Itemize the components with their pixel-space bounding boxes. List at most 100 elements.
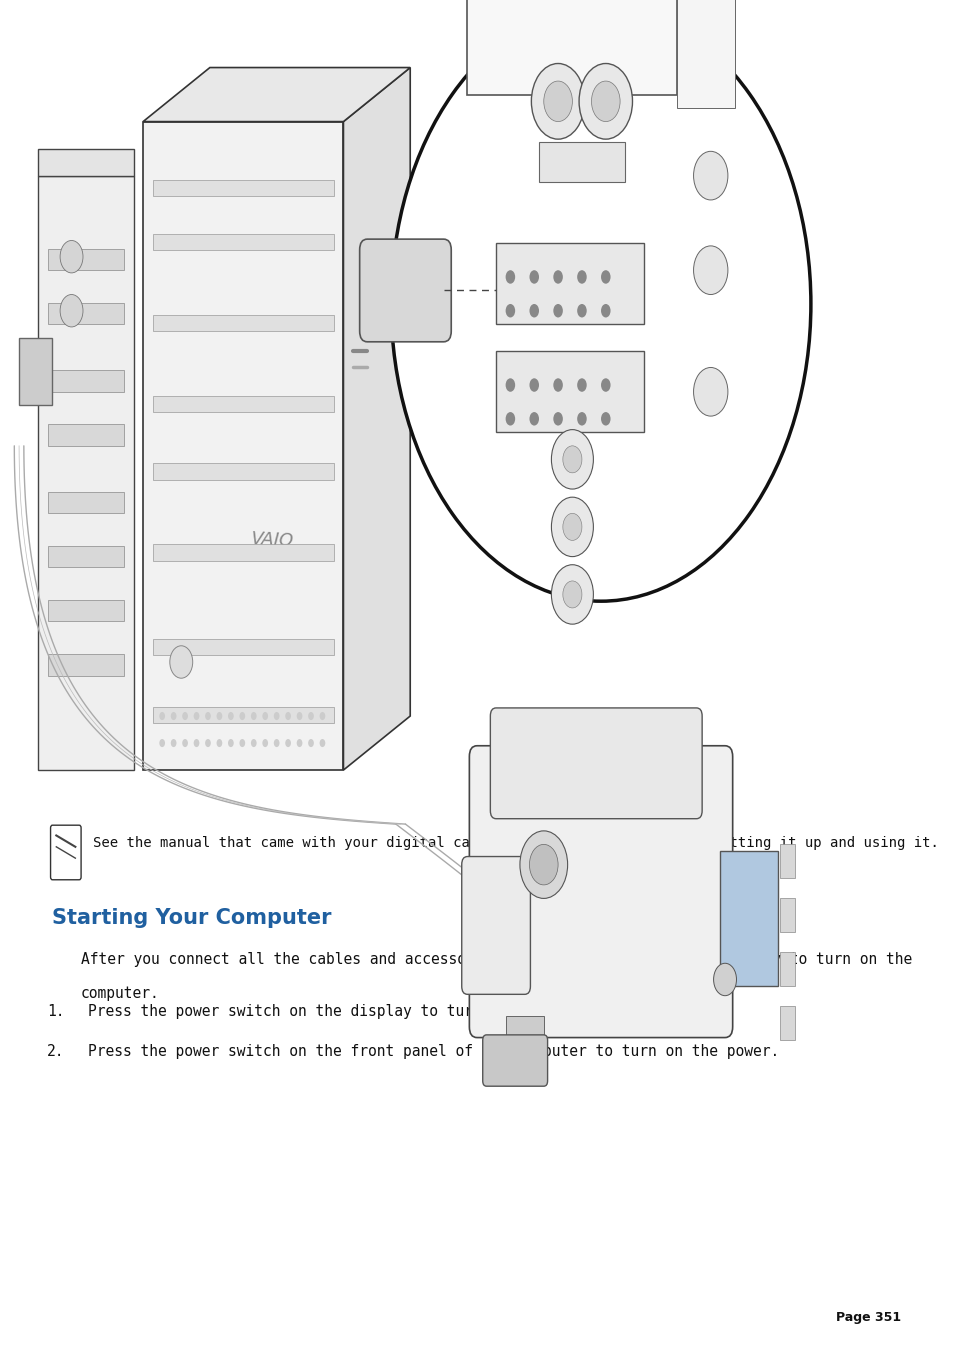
Bar: [152, 639, 334, 655]
Circle shape: [531, 63, 584, 139]
Circle shape: [505, 412, 515, 426]
Circle shape: [600, 270, 610, 284]
Polygon shape: [38, 176, 133, 770]
FancyBboxPatch shape: [461, 857, 530, 994]
Circle shape: [170, 646, 193, 678]
Circle shape: [285, 712, 291, 720]
Circle shape: [553, 412, 562, 426]
Circle shape: [600, 378, 610, 392]
Circle shape: [600, 304, 610, 317]
Circle shape: [693, 367, 727, 416]
Bar: [48, 492, 124, 513]
Bar: [48, 654, 124, 676]
Circle shape: [228, 712, 233, 720]
FancyBboxPatch shape: [496, 351, 643, 432]
Circle shape: [296, 712, 302, 720]
Circle shape: [193, 739, 199, 747]
Circle shape: [693, 151, 727, 200]
Circle shape: [274, 739, 279, 747]
Polygon shape: [143, 68, 410, 122]
Circle shape: [577, 412, 586, 426]
Bar: [48, 600, 124, 621]
Circle shape: [308, 739, 314, 747]
Bar: [152, 463, 334, 480]
Circle shape: [519, 831, 567, 898]
Text: VAIO: VAIO: [250, 531, 294, 550]
Circle shape: [262, 739, 268, 747]
Bar: [780, 898, 794, 932]
Text: Press the power switch on the front panel of the computer to turn on the power.: Press the power switch on the front pane…: [88, 1044, 779, 1059]
Bar: [48, 303, 124, 324]
Text: 2.: 2.: [48, 1044, 65, 1059]
Circle shape: [529, 412, 538, 426]
Polygon shape: [143, 122, 343, 770]
Circle shape: [553, 270, 562, 284]
Circle shape: [239, 712, 245, 720]
Circle shape: [529, 844, 558, 885]
Text: Page 351: Page 351: [836, 1310, 901, 1324]
FancyBboxPatch shape: [490, 708, 701, 819]
FancyBboxPatch shape: [469, 746, 732, 1038]
FancyBboxPatch shape: [359, 239, 451, 342]
Circle shape: [274, 712, 279, 720]
Bar: [152, 544, 334, 561]
Circle shape: [505, 270, 515, 284]
Bar: [0, 0, 953, 838]
Circle shape: [600, 412, 610, 426]
Circle shape: [577, 304, 586, 317]
Circle shape: [216, 739, 222, 747]
Circle shape: [319, 739, 325, 747]
Circle shape: [159, 739, 165, 747]
Circle shape: [205, 739, 211, 747]
Polygon shape: [343, 68, 410, 770]
Circle shape: [182, 739, 188, 747]
Circle shape: [562, 513, 581, 540]
FancyBboxPatch shape: [482, 1035, 547, 1086]
Bar: [720, 851, 777, 986]
Circle shape: [591, 81, 619, 122]
Circle shape: [296, 739, 302, 747]
Circle shape: [171, 739, 176, 747]
Bar: [48, 546, 124, 567]
Circle shape: [205, 712, 211, 720]
Circle shape: [319, 712, 325, 720]
Circle shape: [251, 712, 256, 720]
Circle shape: [308, 712, 314, 720]
Bar: [780, 844, 794, 878]
Bar: [48, 370, 124, 392]
Bar: [152, 234, 334, 250]
Bar: [152, 315, 334, 331]
Circle shape: [228, 739, 233, 747]
Bar: [467, 0, 677, 95]
Circle shape: [60, 240, 83, 273]
Circle shape: [553, 378, 562, 392]
Circle shape: [529, 378, 538, 392]
Bar: [48, 424, 124, 446]
Circle shape: [171, 712, 176, 720]
Bar: [48, 249, 124, 270]
Circle shape: [262, 712, 268, 720]
Bar: [152, 707, 334, 723]
Circle shape: [529, 270, 538, 284]
Bar: [780, 1006, 794, 1040]
Bar: [152, 396, 334, 412]
Circle shape: [577, 270, 586, 284]
Circle shape: [505, 304, 515, 317]
Circle shape: [239, 739, 245, 747]
Circle shape: [193, 712, 199, 720]
Text: See the manual that came with your digital camera for more information on settin: See the manual that came with your digit…: [93, 836, 939, 850]
Text: After you connect all the cables and accessories to your computer, you are ready: After you connect all the cables and acc…: [81, 952, 911, 967]
Circle shape: [577, 378, 586, 392]
Circle shape: [562, 581, 581, 608]
Circle shape: [553, 304, 562, 317]
Circle shape: [285, 739, 291, 747]
Circle shape: [693, 246, 727, 295]
Bar: [780, 952, 794, 986]
Text: computer.: computer.: [81, 986, 160, 1001]
Circle shape: [578, 63, 632, 139]
Polygon shape: [38, 149, 133, 176]
Circle shape: [551, 497, 593, 557]
Bar: [677, 0, 734, 108]
Text: Press the power switch on the display to turn on the power.: Press the power switch on the display to…: [88, 1004, 603, 1019]
Circle shape: [551, 430, 593, 489]
